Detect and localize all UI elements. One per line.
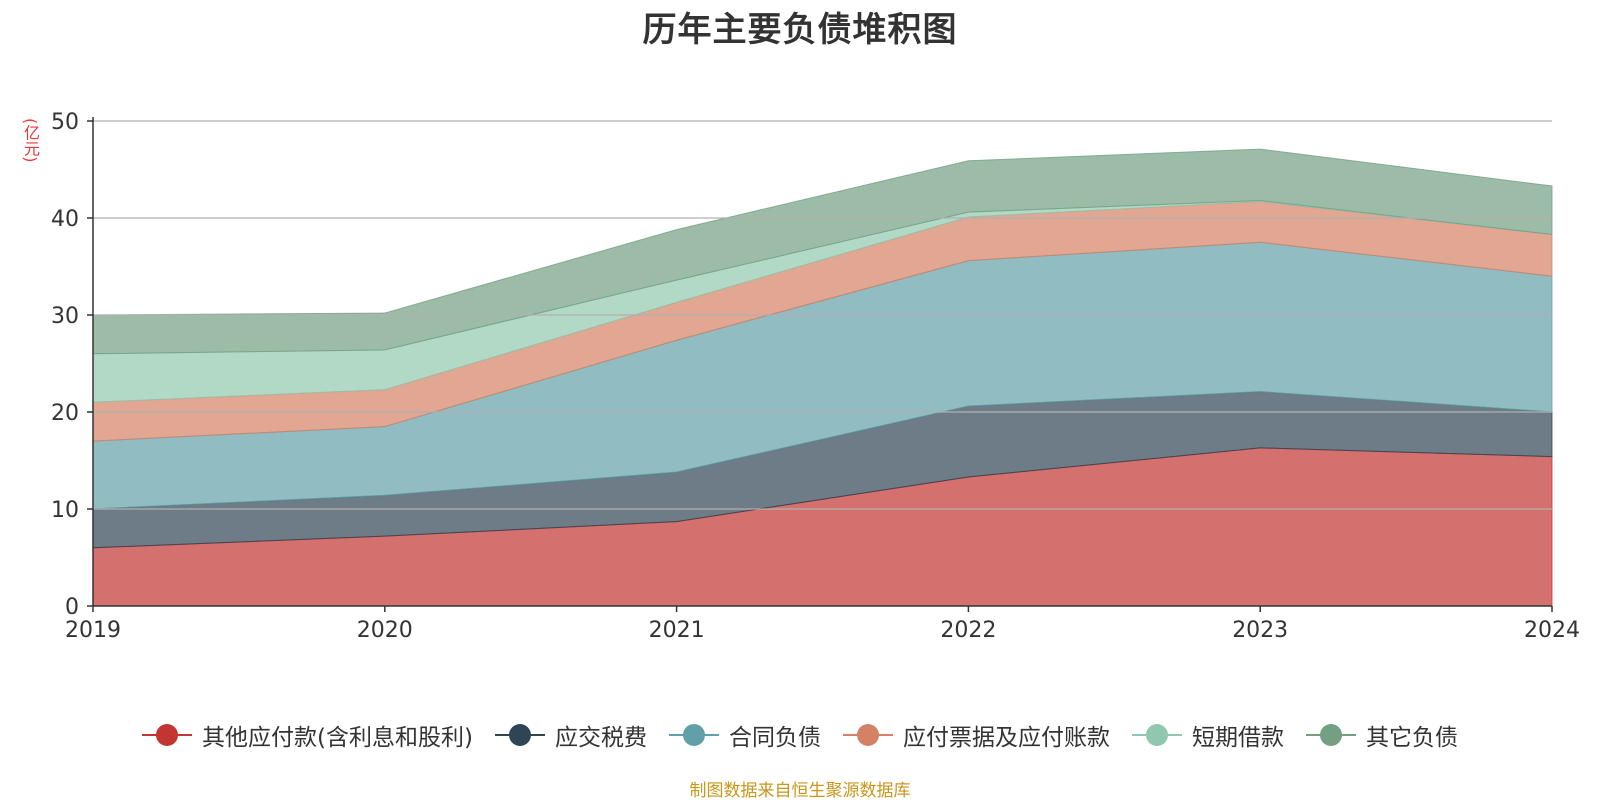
x-tick-label: 2020: [357, 618, 413, 643]
legend-marker: [1131, 723, 1182, 747]
x-tick-label: 2024: [1524, 618, 1580, 643]
legend-item-1[interactable]: 应交税费: [494, 718, 647, 752]
legend-label: 短期借款: [1191, 725, 1284, 751]
y-tick-label: 0: [65, 595, 79, 620]
legend-label: 应付票据及应付账款: [902, 725, 1110, 751]
y-tick-label: 50: [51, 110, 79, 135]
legend-item-4[interactable]: 短期借款: [1131, 718, 1284, 752]
legend-marker: [494, 723, 545, 747]
x-tick-labels: 2019 2020 2021 2022 2023 2024: [65, 606, 1580, 643]
legend-marker: [668, 723, 719, 747]
area-series-5[interactable]: [92, 148, 1553, 355]
legend-item-3[interactable]: 应付票据及应付账款: [842, 718, 1110, 752]
y-tick-label: 40: [51, 207, 79, 232]
x-tick-label: 2023: [1232, 618, 1288, 643]
y-gridlines: [93, 120, 1552, 510]
y-tick-label: 20: [51, 401, 79, 426]
legend-item-0[interactable]: 其他应付款(含利息和股利): [142, 718, 473, 752]
chart-legend: 其他应付款(含利息和股利) 应交税费 合同负债 应付票据及应付账款 短期借款 其它负债: [0, 718, 1600, 752]
x-tick-label: 2022: [940, 618, 996, 643]
y-tick-label: 30: [51, 304, 79, 329]
legend-item-2[interactable]: 合同负债: [668, 718, 821, 752]
legend-label: 其它负债: [1365, 725, 1458, 751]
legend-label: 其他应付款(含利息和股利): [202, 725, 473, 751]
x-tick-label: 2021: [649, 618, 705, 643]
data-source-note: 制图数据来自恒生聚源数据库: [689, 781, 911, 800]
legend-label: 应交税费: [554, 725, 647, 751]
chart-title: 历年主要负债堆积图: [642, 10, 958, 50]
x-tick-label: 2019: [65, 618, 121, 643]
legend-label: 合同负债: [728, 725, 821, 751]
area-layers: [92, 148, 1553, 607]
legend-marker: [1305, 723, 1356, 747]
y-tick-label: 10: [51, 498, 79, 523]
y-axis-unit: (亿元): [21, 118, 40, 163]
legend-marker: [142, 723, 193, 747]
legend-marker: [842, 723, 893, 747]
y-tick-labels: 0 10 20 30 40 50: [51, 110, 93, 620]
legend-item-5[interactable]: 其它负债: [1305, 718, 1458, 752]
